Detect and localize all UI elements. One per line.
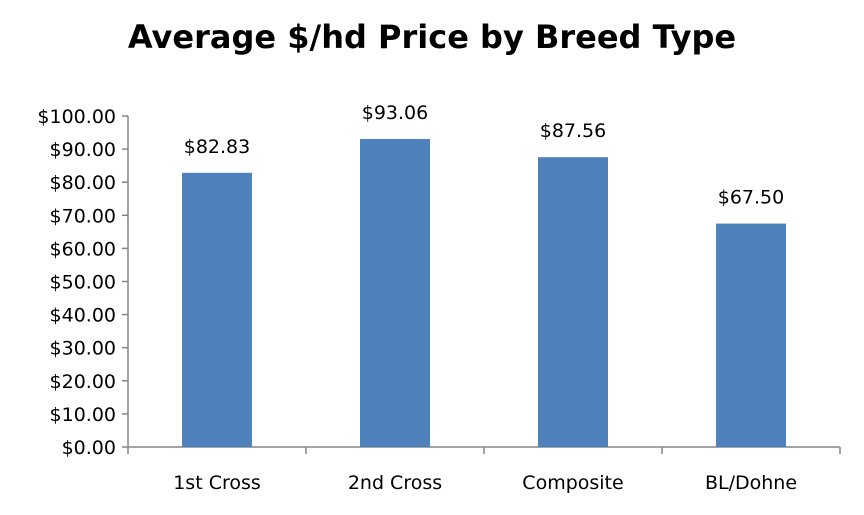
- y-tick-label: $40.00: [50, 305, 116, 327]
- bar: [182, 172, 252, 447]
- y-tick-label: $90.00: [50, 139, 116, 161]
- y-tick-label: $80.00: [50, 172, 116, 194]
- bar: [360, 138, 430, 447]
- x-tick-label: Composite: [522, 472, 623, 494]
- y-tick-label: $0.00: [62, 437, 116, 459]
- bar: [538, 157, 608, 448]
- x-tick-label: 2nd Cross: [348, 472, 442, 494]
- y-tick-label: $60.00: [50, 238, 116, 260]
- data-label: $67.50: [718, 187, 784, 209]
- y-tick-label: $50.00: [50, 272, 116, 294]
- data-label: $93.06: [362, 102, 428, 124]
- data-label: $87.56: [540, 120, 606, 142]
- y-tick-label: $20.00: [50, 371, 116, 393]
- x-tick-label: 1st Cross: [173, 472, 261, 494]
- y-tick-label: $10.00: [50, 404, 116, 426]
- x-tick-label: BL/Dohne: [705, 472, 797, 494]
- data-label: $82.83: [184, 136, 250, 158]
- y-tick-label: $70.00: [50, 205, 116, 227]
- y-tick-label: $30.00: [50, 338, 116, 360]
- bars: [182, 138, 786, 448]
- y-tick-label: $100.00: [37, 106, 116, 128]
- data-labels: $82.83 $93.06 $87.56 $67.50: [184, 102, 784, 209]
- chart-title: Average $/hd Price by Breed Type: [127, 18, 737, 56]
- y-axis: $0.00 $10.00 $20.00 $30.00 $40.00 $50.00 $60.0…: [37, 106, 129, 459]
- x-axis: 1st Cross 2nd Cross Composite BL/Dohne: [127, 446, 841, 494]
- bar: [716, 223, 786, 447]
